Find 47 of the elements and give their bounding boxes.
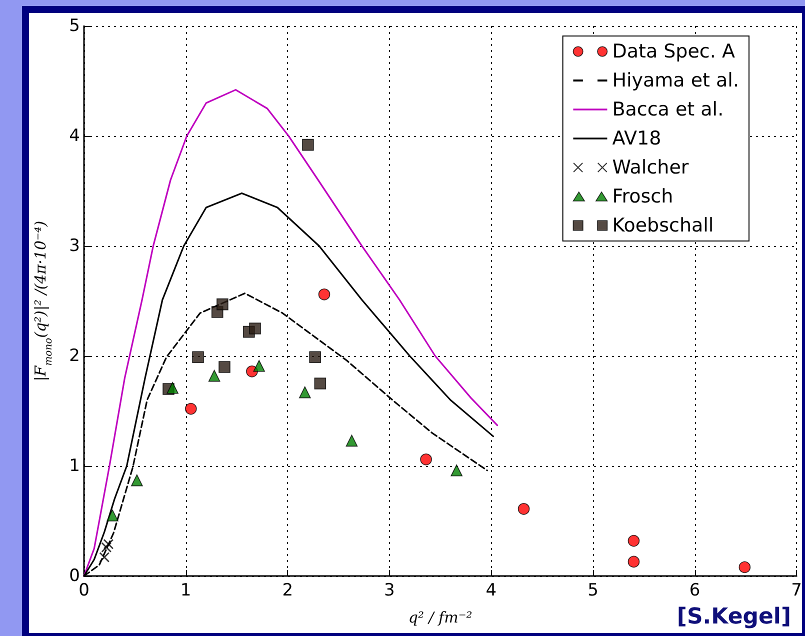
x-tick-label: 6 [689,580,700,600]
point [103,539,114,550]
y-tick-label: 0 [69,566,80,586]
y-tick-label: 4 [69,126,80,146]
y-tick-label: 3 [69,236,80,256]
point [192,351,204,363]
point [628,556,640,568]
x-tick-label: 1 [180,580,192,600]
point [208,370,220,382]
legend-label: Koebschall [612,214,714,236]
point [314,378,326,390]
text: [S.Kegel] [676,604,792,630]
y-tick-label: 1 [69,456,80,476]
point [346,434,358,447]
point [518,503,530,515]
x-axis-title: q² / fm⁻² [408,608,472,626]
point [309,351,321,363]
point [302,138,314,151]
point [628,534,640,547]
point [131,474,143,486]
legend-label: Bacca et al. [612,98,724,120]
x-tick-label: 2 [282,580,294,600]
legend-label: Walcher [612,156,689,178]
y-tick-label: 5 [69,16,80,36]
legend-label: Frosch [612,186,674,208]
x-tick-label: 5 [588,580,598,600]
point [216,298,228,310]
point [106,510,118,522]
x-tick-label: 7 [791,580,802,600]
legend-label: AV18 [612,128,662,150]
legend-label: Hiyama et al. [612,70,740,92]
point [738,561,751,574]
point [318,288,330,300]
y-tick-label: 2 [69,346,80,366]
legend-label: Data Spec. A [612,40,735,62]
point [218,361,230,373]
y-axis-title: |Fmono(q²)|² /(4π·10⁻⁴) [32,220,54,382]
x-tick-label: 4 [486,580,497,600]
point [450,464,462,476]
point [99,552,110,562]
point [299,386,311,398]
point [166,382,178,394]
point [249,322,261,334]
point [185,402,197,415]
point [420,454,432,466]
x-tick-label: 3 [384,580,395,600]
point [253,360,265,372]
